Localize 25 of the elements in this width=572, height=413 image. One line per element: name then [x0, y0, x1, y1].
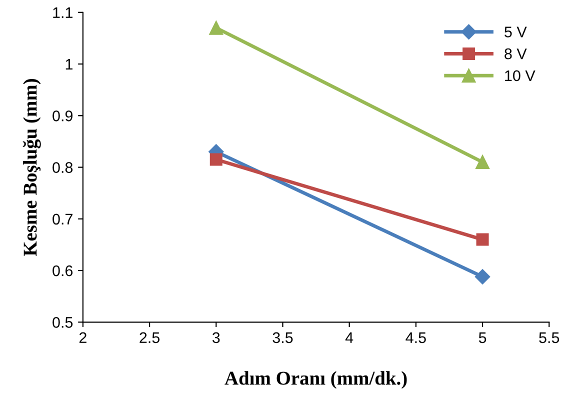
y-tick-label: 0.6	[52, 265, 73, 276]
y-tick-label: 1	[66, 59, 72, 70]
y-tick-label: 0.7	[52, 214, 72, 225]
point	[210, 153, 222, 166]
y-tick-label: 1.1	[53, 7, 72, 18]
x-tick-label: 3	[212, 332, 220, 344]
point	[476, 233, 489, 246]
x-tick-label: 2.5	[140, 332, 160, 344]
point	[209, 20, 224, 35]
legend-label: 10 V	[505, 70, 536, 82]
y-axis-title: Kesme Boşluğu (mm)	[22, 79, 41, 256]
x-tick-label: 5	[478, 332, 486, 344]
point	[474, 269, 490, 284]
y-tick-label: 0.8	[52, 162, 73, 173]
x-tick-label: 4	[345, 332, 354, 343]
y-tick-label: 0.5	[52, 317, 73, 328]
y-tick-label: 0.9	[52, 110, 72, 122]
point	[476, 155, 490, 170]
x-tick-label: 4.5	[406, 332, 426, 344]
legend-label: 5 V	[504, 26, 527, 38]
x-tick-label: 5.5	[539, 332, 560, 344]
x-tick-label: 3.5	[272, 332, 293, 344]
x-tick-label: 2	[79, 332, 86, 343]
legend-label: 8 V	[504, 48, 527, 60]
x-axis-title: Adım Oranı (mm/dk.)	[224, 371, 407, 389]
